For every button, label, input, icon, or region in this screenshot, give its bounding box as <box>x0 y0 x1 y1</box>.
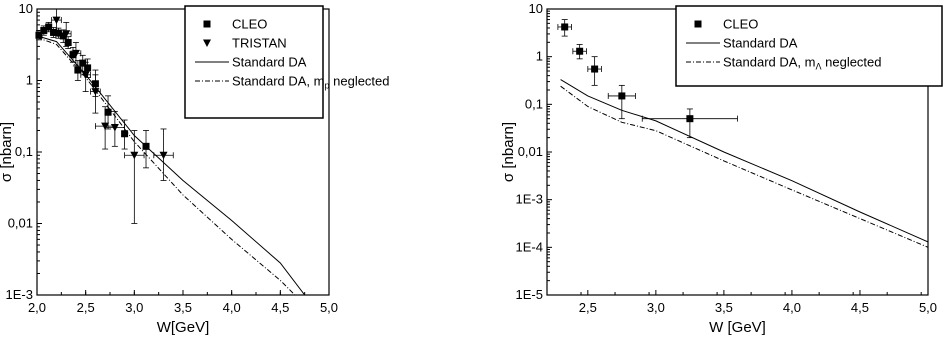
y-tick-label: 1E-3 <box>6 287 33 302</box>
y-axis-label: σ [nbarn] <box>0 122 15 182</box>
series-line-standard-da <box>560 79 928 243</box>
data-point-cleo <box>50 28 58 36</box>
y-tick-label: 10 <box>529 1 543 16</box>
legend-label: Standard DA, mΛ neglected <box>723 55 882 72</box>
x-tick-label: 2,0 <box>28 300 46 315</box>
data-point-cleo <box>45 23 53 31</box>
legend-label: CLEO <box>723 17 758 32</box>
legend-label: Standard DA <box>723 36 798 51</box>
y-tick-label: 1 <box>26 73 33 88</box>
data-point-cleo <box>64 38 72 46</box>
data-point-cleo <box>104 108 112 116</box>
y-tick-label: 1 <box>536 49 543 64</box>
legend-marker-cleo <box>203 20 211 28</box>
x-tick-label: 3,5 <box>715 300 733 315</box>
y-tick-label: 1E-5 <box>516 287 543 302</box>
x-axis-label: W [GeV] <box>709 319 766 336</box>
data-point-cleo <box>576 47 584 55</box>
x-tick-label: 3,0 <box>647 300 665 315</box>
x-tick-label: 4,0 <box>783 300 801 315</box>
data-point-tristan <box>52 16 61 25</box>
legend-label: Standard DA <box>232 55 307 70</box>
series-line-standard-da-neglected <box>560 85 928 248</box>
x-tick-label: 2,5 <box>77 300 95 315</box>
legend-label: TRISTAN <box>232 36 287 51</box>
data-point-cleo <box>69 51 77 59</box>
y-tick-label: 1E-4 <box>516 239 543 254</box>
x-tick-label: 2,5 <box>579 300 597 315</box>
series-line-standard-da <box>37 35 306 295</box>
data-point-cleo <box>591 65 599 73</box>
x-tick-label: 4,5 <box>851 300 869 315</box>
legend-label: Standard DA, mp neglected <box>232 74 390 91</box>
legend-marker-cleo <box>694 20 702 28</box>
x-tick-label: 4,5 <box>271 300 289 315</box>
y-tick-label: 0,01 <box>518 144 543 159</box>
y-axis-label: σ [nbarn] <box>500 122 517 182</box>
y-tick-label: 1E-3 <box>516 192 543 207</box>
series-line-standard-da-neglected <box>37 37 296 295</box>
x-tick-label: 3,0 <box>125 300 143 315</box>
data-point-cleo <box>35 31 43 39</box>
data-point-cleo <box>54 29 62 37</box>
x-axis-label: W[GeV] <box>157 319 210 336</box>
data-point-cleo <box>59 32 67 40</box>
legend-marker-tristan <box>203 39 211 47</box>
x-tick-label: 3,5 <box>174 300 192 315</box>
data-point-cleo <box>121 130 129 138</box>
legend-box <box>675 5 943 87</box>
data-point-tristan <box>62 30 71 38</box>
y-tick-label: 0,01 <box>8 216 33 231</box>
data-point-cleo <box>686 115 694 123</box>
data-point-tristan <box>130 151 139 160</box>
data-point-cleo <box>618 92 626 100</box>
x-tick-label: 5,0 <box>919 300 937 315</box>
data-point-tristan <box>71 49 80 58</box>
y-tick-label: 0,1 <box>15 144 33 159</box>
x-tick-label: 5,0 <box>320 300 338 315</box>
y-tick-label: 10 <box>19 1 33 16</box>
y-tick-label: 0,1 <box>525 96 543 111</box>
data-point-cleo <box>40 27 48 35</box>
data-point-tristan <box>159 151 168 160</box>
data-point-cleo <box>561 23 569 31</box>
data-point-tristan <box>110 124 119 132</box>
legend-label: CLEO <box>232 17 267 32</box>
data-point-cleo <box>74 66 82 74</box>
x-tick-label: 4,0 <box>223 300 241 315</box>
data-point-cleo <box>84 64 92 72</box>
data-point-cleo <box>79 59 87 67</box>
